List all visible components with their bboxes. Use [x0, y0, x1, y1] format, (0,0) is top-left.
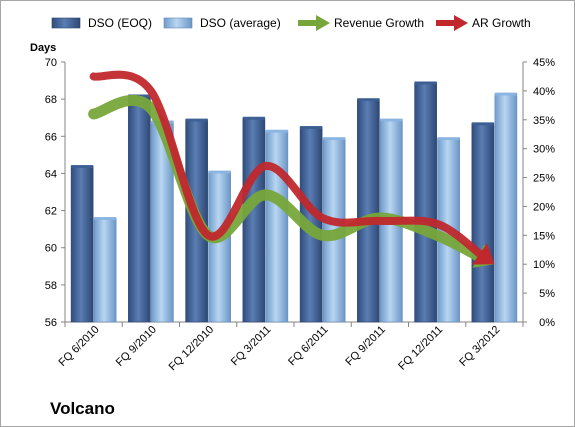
legend-label-dso-average: DSO (average): [200, 16, 281, 30]
legend-label-ar-growth: AR Growth: [472, 16, 531, 30]
left-tick-label: 68: [45, 94, 57, 106]
bar-cap-dso-average: [265, 129, 288, 133]
bar-cap-dso-average: [437, 137, 460, 141]
right-tick-label: 0%: [539, 317, 555, 329]
left-axis-title: Days: [30, 42, 56, 54]
bar-cap-dso-eoq: [185, 118, 208, 122]
left-tick-label: 58: [45, 280, 57, 292]
bar-cap-dso-average: [380, 118, 403, 122]
bar-cap-dso-eoq: [357, 98, 380, 102]
bar-dso-eoq: [414, 82, 437, 323]
bar-dso-eoq: [242, 117, 266, 323]
bar-cap-dso-eoq: [242, 116, 265, 120]
right-tick-label: 15%: [533, 230, 555, 242]
line-revenue-growth: [88, 95, 486, 263]
bar-cap-dso-eoq: [71, 165, 94, 168]
x-tick-label: FQ 3/2011: [229, 324, 274, 369]
bar-cap-dso-eoq: [300, 126, 323, 129]
growth-lines: [88, 70, 495, 268]
axes: 56 58 60 62 64 66 68 70 0% 5% 10% 15% 20% 25% 30% 35% 40…: [30, 42, 555, 329]
arrowhead-ar-growth: [472, 243, 495, 265]
legend: DSO (EOQ) DSO (average) Revenue Growth AR G…: [51, 15, 531, 31]
bar-dso-eoq: [128, 95, 151, 323]
left-tick-label: 60: [45, 243, 57, 255]
left-tick-label: 56: [45, 317, 57, 329]
x-tick-label: FQ 9/2010: [114, 324, 159, 369]
line-ar-growth: [89, 70, 486, 259]
bar-cap-dso-eoq: [414, 81, 437, 85]
bar-dso-eoq: [70, 165, 94, 323]
legend-swatch-dso-eoq: [51, 17, 81, 29]
right-tick-label: 25%: [533, 173, 555, 185]
legend-arrow-revenue-growth: [316, 15, 330, 31]
legend-label-dso-eoq: DSO (EOQ): [88, 16, 152, 30]
left-tick-label: 70: [45, 57, 57, 69]
right-tick-label: 40%: [533, 86, 555, 98]
bar-dso-average: [494, 93, 518, 323]
legend-swatch-dso-average: [163, 17, 193, 29]
right-tick-label: 30%: [533, 144, 555, 156]
bar-dso-eoq: [357, 98, 380, 323]
x-tick-label: FQ 12/2010: [167, 324, 217, 374]
bar-dso-average: [265, 130, 289, 323]
right-tick-label: 45%: [533, 57, 555, 69]
bar-cap-dso-eoq: [471, 122, 494, 126]
x-tick-label: FQ 12/2011: [396, 324, 445, 373]
bar-dso-average: [208, 171, 231, 323]
right-tick-label: 35%: [533, 115, 555, 127]
left-tick-label: 62: [45, 206, 57, 218]
x-tick-label: FQ 6/2011: [286, 324, 331, 369]
x-ticks: FQ 6/2010 FQ 9/2010 FQ 12/2010 FQ 3/2011 FQ …: [57, 324, 503, 374]
x-tick-label: FQ 6/2010: [57, 324, 102, 369]
right-tick-label: 10%: [533, 259, 555, 271]
bar-dso-average: [93, 217, 117, 323]
right-tick-label: 5%: [539, 288, 555, 300]
bar-dso-eoq: [471, 122, 495, 323]
bar-cap-dso-average: [323, 137, 346, 141]
left-tick-label: 66: [45, 131, 57, 143]
company-label: Volcano: [50, 399, 115, 418]
bars: [70, 81, 518, 323]
bar-cap-dso-average: [494, 92, 517, 96]
x-tick-label: FQ 9/2011: [343, 324, 388, 369]
left-tick-label: 64: [45, 168, 57, 180]
bar-cap-dso-average: [94, 217, 117, 220]
legend-arrow-ar-growth: [454, 15, 468, 31]
bar-cap-dso-average: [208, 170, 231, 174]
x-tick-label: FQ 3/2012: [457, 324, 502, 369]
legend-label-revenue-growth: Revenue Growth: [334, 16, 424, 30]
right-tick-label: 20%: [533, 201, 555, 213]
